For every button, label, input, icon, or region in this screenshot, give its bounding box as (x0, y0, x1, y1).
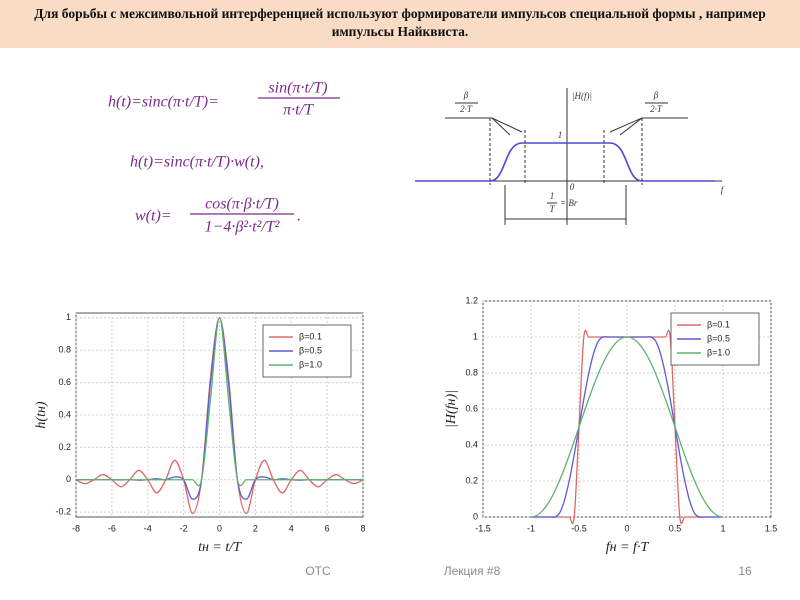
y-tick-label: 0.6 (465, 403, 478, 413)
y-axis-label: |H(fн)| (444, 390, 459, 428)
y-tick-label: 0.2 (58, 442, 71, 452)
diagram-origin: 0 (570, 182, 575, 192)
footer-center: Лекция #8 (444, 564, 501, 578)
diagram-fraction: 2·T (460, 104, 473, 114)
leader (491, 117, 523, 133)
x-tick-label: -4 (144, 523, 152, 533)
x-tick-label: -2 (180, 523, 188, 533)
x-tick-label: 0 (217, 523, 222, 533)
y-tick-label: 1.2 (465, 295, 478, 305)
x-tick-label: 8 (360, 523, 365, 533)
y-tick-label: 1 (473, 331, 478, 341)
diagram-x-label: f (721, 185, 725, 195)
x-tick-label: -1 (527, 523, 535, 533)
formula-lhs: w(t)= (135, 208, 172, 225)
y-tick-label: 0.8 (58, 345, 71, 355)
y-tick-label: 0.4 (465, 439, 478, 449)
legend-label: β=0.5 (707, 333, 730, 343)
x-tick-label: 1 (720, 523, 725, 533)
y-tick-label: 0.8 (465, 367, 478, 377)
spectrum-diagram (415, 88, 722, 225)
diagram-y-label: |H(f)| (572, 91, 592, 101)
diagram-fraction: β (463, 90, 469, 100)
x-tick-label: 0.5 (669, 523, 682, 533)
legend-label: β=1.0 (299, 359, 322, 369)
header: Для борьбы с межсимвольной интерференцие… (0, 0, 800, 48)
y-tick-label: 0 (66, 474, 71, 484)
legend-label: β=1.0 (707, 347, 730, 357)
formula-den: π·t/T (283, 102, 314, 119)
spectrum-curve (415, 142, 715, 182)
x-tick-label: 0 (624, 523, 629, 533)
x-tick-label: 4 (289, 523, 294, 533)
data-line (75, 317, 363, 487)
footer-left: ОТС (305, 564, 331, 578)
diagram-annotation: = Br (560, 198, 578, 208)
x-tick-label: -8 (72, 523, 80, 533)
diagram-fraction: T (549, 204, 555, 214)
y-tick-label: 0.6 (58, 377, 71, 387)
leader (619, 117, 643, 136)
x-tick-label: 2 (253, 523, 258, 533)
y-axis-label: h(tн) (34, 401, 49, 428)
legend-label: β=0.1 (707, 319, 730, 329)
y-tick-label: 0.2 (465, 475, 478, 485)
formula-den: 1−4·β²·t²/T² (205, 219, 281, 236)
diagram-fraction: β (653, 90, 659, 100)
x-tick-label: 1.5 (765, 523, 778, 533)
formula-tail: . (297, 208, 301, 225)
diagram-fraction: 1 (550, 191, 555, 201)
formula-lhs: h(t)=sinc(π·t/T)= (108, 94, 219, 111)
formula-num: cos(π·β·t/T) (205, 196, 279, 213)
data-line (530, 336, 724, 518)
x-tick-label: 6 (325, 523, 330, 533)
page-number: 16 (738, 564, 752, 578)
y-tick-label: 0 (473, 511, 478, 521)
diagram-fraction: 2·T (650, 104, 663, 114)
legend-label: β=0.1 (299, 331, 322, 341)
legend-label: β=0.5 (299, 345, 322, 355)
leader (491, 117, 511, 136)
formula-num: sin(π·t/T) (268, 80, 327, 97)
y-tick-label: 1 (66, 312, 71, 322)
y-tick-label: -0.2 (55, 507, 71, 517)
diagram-level: 1 (558, 130, 563, 140)
y-tick-label: 0.4 (58, 409, 71, 419)
formula: h(t)=sinc(π·t/T)·w(t), (130, 154, 264, 171)
x-axis-label: fн = f·T (606, 540, 650, 555)
x-tick-label: -0.5 (571, 523, 587, 533)
x-tick-label: -6 (108, 523, 116, 533)
leader (609, 117, 643, 133)
x-tick-label: -1.5 (475, 523, 491, 533)
x-axis-label: tн = t/T (198, 540, 242, 555)
